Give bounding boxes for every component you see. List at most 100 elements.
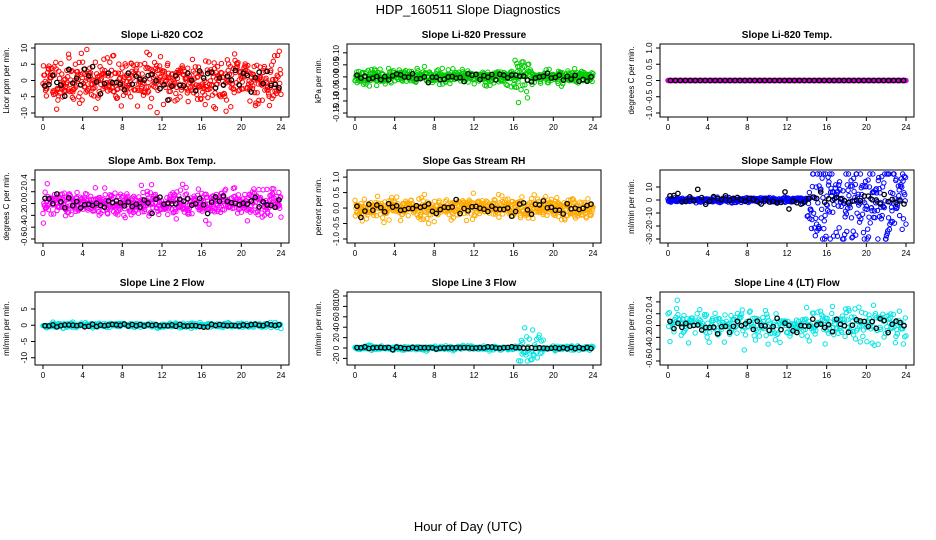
data-point xyxy=(101,56,107,62)
data-point xyxy=(118,103,125,109)
data-point xyxy=(142,206,148,213)
data-point xyxy=(64,73,71,80)
data-point xyxy=(69,67,75,74)
y-tick-label: 0 xyxy=(332,345,341,350)
data-point xyxy=(667,338,673,345)
data-point xyxy=(425,220,432,227)
reference-point xyxy=(173,72,179,79)
x-tick-label: 24 xyxy=(589,123,598,132)
x-tick-label: 24 xyxy=(902,249,911,258)
x-tick-label: 8 xyxy=(745,249,750,258)
panel-title: Slope Sample Flow xyxy=(741,156,832,167)
reference-point xyxy=(786,206,792,212)
data-point xyxy=(142,60,148,67)
y-tick-label: -20 xyxy=(645,220,654,232)
reference-point xyxy=(97,91,104,97)
data-point xyxy=(773,311,779,317)
reference-point xyxy=(50,200,56,207)
data-point xyxy=(712,310,718,317)
reference-point xyxy=(121,203,128,209)
data-point xyxy=(92,185,99,191)
y-tick-label: 0.0 xyxy=(20,197,29,209)
data-point xyxy=(386,217,392,223)
x-tick-label: 16 xyxy=(822,249,831,258)
reference-point xyxy=(564,73,571,80)
data-point xyxy=(806,189,813,196)
data-point xyxy=(741,347,747,353)
data-point xyxy=(211,60,217,66)
data-point xyxy=(92,84,98,91)
data-point xyxy=(73,84,79,90)
data-point xyxy=(192,64,199,70)
data-point xyxy=(366,83,373,89)
data-point xyxy=(363,216,370,222)
x-tick-label: 20 xyxy=(862,249,871,258)
data-point xyxy=(221,91,228,97)
data-point xyxy=(756,333,763,339)
data-point xyxy=(221,207,228,213)
reference-point xyxy=(457,74,463,81)
y-axis-label: percent per min. xyxy=(314,178,323,236)
data-point xyxy=(463,217,470,224)
data-point xyxy=(421,191,428,198)
reference-point xyxy=(584,78,590,85)
reference-point xyxy=(568,76,575,82)
data-point xyxy=(137,62,143,68)
reference-point xyxy=(200,75,207,81)
data-point xyxy=(223,97,230,103)
y-axis-label: degrees C per min. xyxy=(627,46,636,114)
data-point xyxy=(450,215,457,221)
data-point xyxy=(182,69,188,75)
reference-point xyxy=(572,72,579,79)
y-tick-label: 0.10 xyxy=(332,44,341,60)
x-tick-label: 8 xyxy=(745,123,750,132)
reference-point xyxy=(161,81,167,88)
data-point xyxy=(45,66,52,72)
data-point xyxy=(140,189,146,196)
data-point xyxy=(520,59,526,65)
data-point xyxy=(171,209,177,215)
data-point xyxy=(189,56,196,63)
y-axis-label: kPa per min. xyxy=(314,58,323,103)
data-point xyxy=(177,187,184,193)
data-point xyxy=(519,194,525,200)
reference-point xyxy=(137,204,144,210)
x-tick-label: 24 xyxy=(589,249,598,258)
data-point xyxy=(189,210,195,217)
reference-point xyxy=(409,70,416,77)
data-point xyxy=(79,97,85,103)
y-tick-label: 20 xyxy=(332,333,341,342)
data-point xyxy=(365,67,371,73)
y-tick-label: 1.0 xyxy=(645,42,654,54)
x-tick-label: 12 xyxy=(783,123,792,132)
data-point xyxy=(751,333,757,339)
x-tick-label: 4 xyxy=(392,371,397,380)
data-point xyxy=(44,180,50,187)
data-point xyxy=(892,340,899,346)
reference-point xyxy=(125,70,132,76)
reference-point xyxy=(85,73,92,79)
reference-point xyxy=(149,71,155,78)
reference-point xyxy=(224,73,231,79)
y-tick-label: -1.0 xyxy=(332,232,341,246)
y-tick-label: 100 xyxy=(332,289,341,303)
x-tick-label: 12 xyxy=(158,371,167,380)
reference-point xyxy=(881,191,888,198)
reference-point xyxy=(129,203,136,210)
x-tick-label: 0 xyxy=(353,123,358,132)
data-point xyxy=(134,103,141,109)
data-point xyxy=(896,308,903,314)
data-point xyxy=(516,63,523,70)
y-tick-label: -5 xyxy=(20,337,29,345)
x-tick-label: 0 xyxy=(41,371,46,380)
x-tick-label: 20 xyxy=(549,249,558,258)
data-point xyxy=(144,188,151,195)
y-tick-label: 0.0 xyxy=(645,74,654,86)
data-point xyxy=(471,81,477,87)
